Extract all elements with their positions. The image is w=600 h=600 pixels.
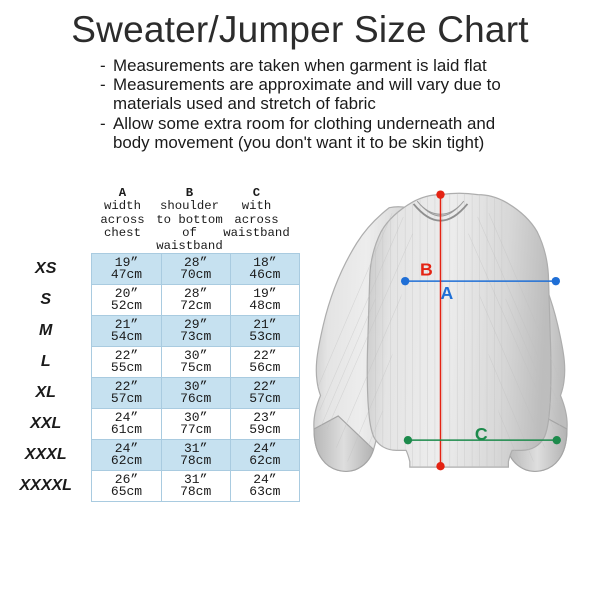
svg-text:A: A xyxy=(441,283,454,303)
svg-text:B: B xyxy=(420,260,433,280)
svg-text:C: C xyxy=(475,424,488,444)
